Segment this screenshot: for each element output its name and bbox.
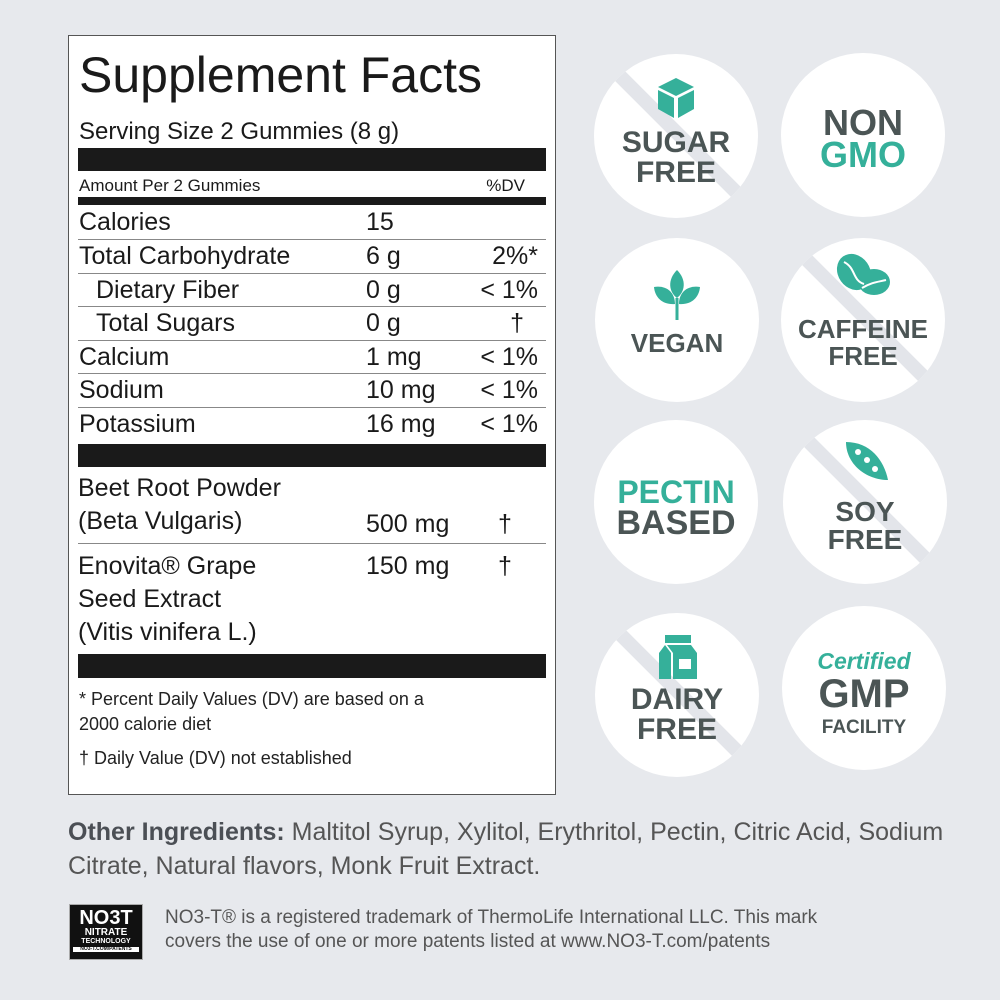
serving-size: Serving Size 2 Gummies (8 g) xyxy=(79,118,400,145)
supplement-facts-label: Supplement Facts Serving Size 2 Gummies … xyxy=(68,35,556,795)
badge-caffeine-free: CAFFEINE FREE xyxy=(781,238,945,402)
milk-carton-icon xyxy=(659,635,697,679)
badge-dairy-free: DAIRY FREE xyxy=(595,613,759,777)
table-row: Dietary Fiber 0 g < 1% xyxy=(78,273,546,307)
dv-header: %DV xyxy=(486,176,525,195)
table-row: Calories 15 xyxy=(79,208,394,236)
footnote-dagger: † Daily Value (DV) not established xyxy=(79,748,352,768)
leaf-sprout-icon xyxy=(654,270,700,320)
badge-pectin-based: PECTIN BASED xyxy=(594,420,758,584)
divider-bar xyxy=(78,148,546,171)
badge-certified-gmp: Certified GMP FACILITY xyxy=(782,606,946,770)
table-row: Sodium 10 mg < 1% xyxy=(78,373,546,407)
no3t-logo: NO3T NITRATE TECHNOLOGY NO3-T.COM/PATENT… xyxy=(69,904,143,960)
badge-non-gmo: NON GMO xyxy=(781,53,945,217)
trademark-notice: NO3-T® is a registered trademark of Ther… xyxy=(165,907,818,952)
other-ingredients: Other Ingredients: Maltitol Syrup, Xylit… xyxy=(68,818,944,880)
table-row: Potassium 16 mg < 1% xyxy=(78,407,546,441)
ingredient-row: Enovita® Grape Seed Extract (Vitis vinifer… xyxy=(78,543,546,660)
badge-soy-free: SOY FREE xyxy=(783,420,947,584)
badge-sugar-free: SUGAR FREE xyxy=(594,54,758,218)
coffee-bean-icon xyxy=(836,253,890,295)
sugar-cube-icon xyxy=(658,78,694,118)
divider-bar xyxy=(78,444,546,467)
divider-bar xyxy=(78,654,546,678)
table-row: Calcium 1 mg < 1% xyxy=(78,340,546,374)
label-title: Supplement Facts xyxy=(79,47,482,103)
divider-bar xyxy=(78,197,546,205)
footnote-dv: * Percent Daily Values (DV) are based on… xyxy=(79,689,424,734)
table-row: Total Carbohydrate 6 g 2%* xyxy=(78,239,546,273)
badge-vegan: VEGAN xyxy=(595,238,759,402)
table-row: Total Sugars 0 g † xyxy=(78,306,546,340)
soy-pod-icon xyxy=(846,442,888,480)
amount-per-header: Amount Per 2 Gummies xyxy=(79,176,261,195)
ingredient-row: Beet Root Powder (Beta Vulgaris) 500 mg † xyxy=(78,474,512,538)
